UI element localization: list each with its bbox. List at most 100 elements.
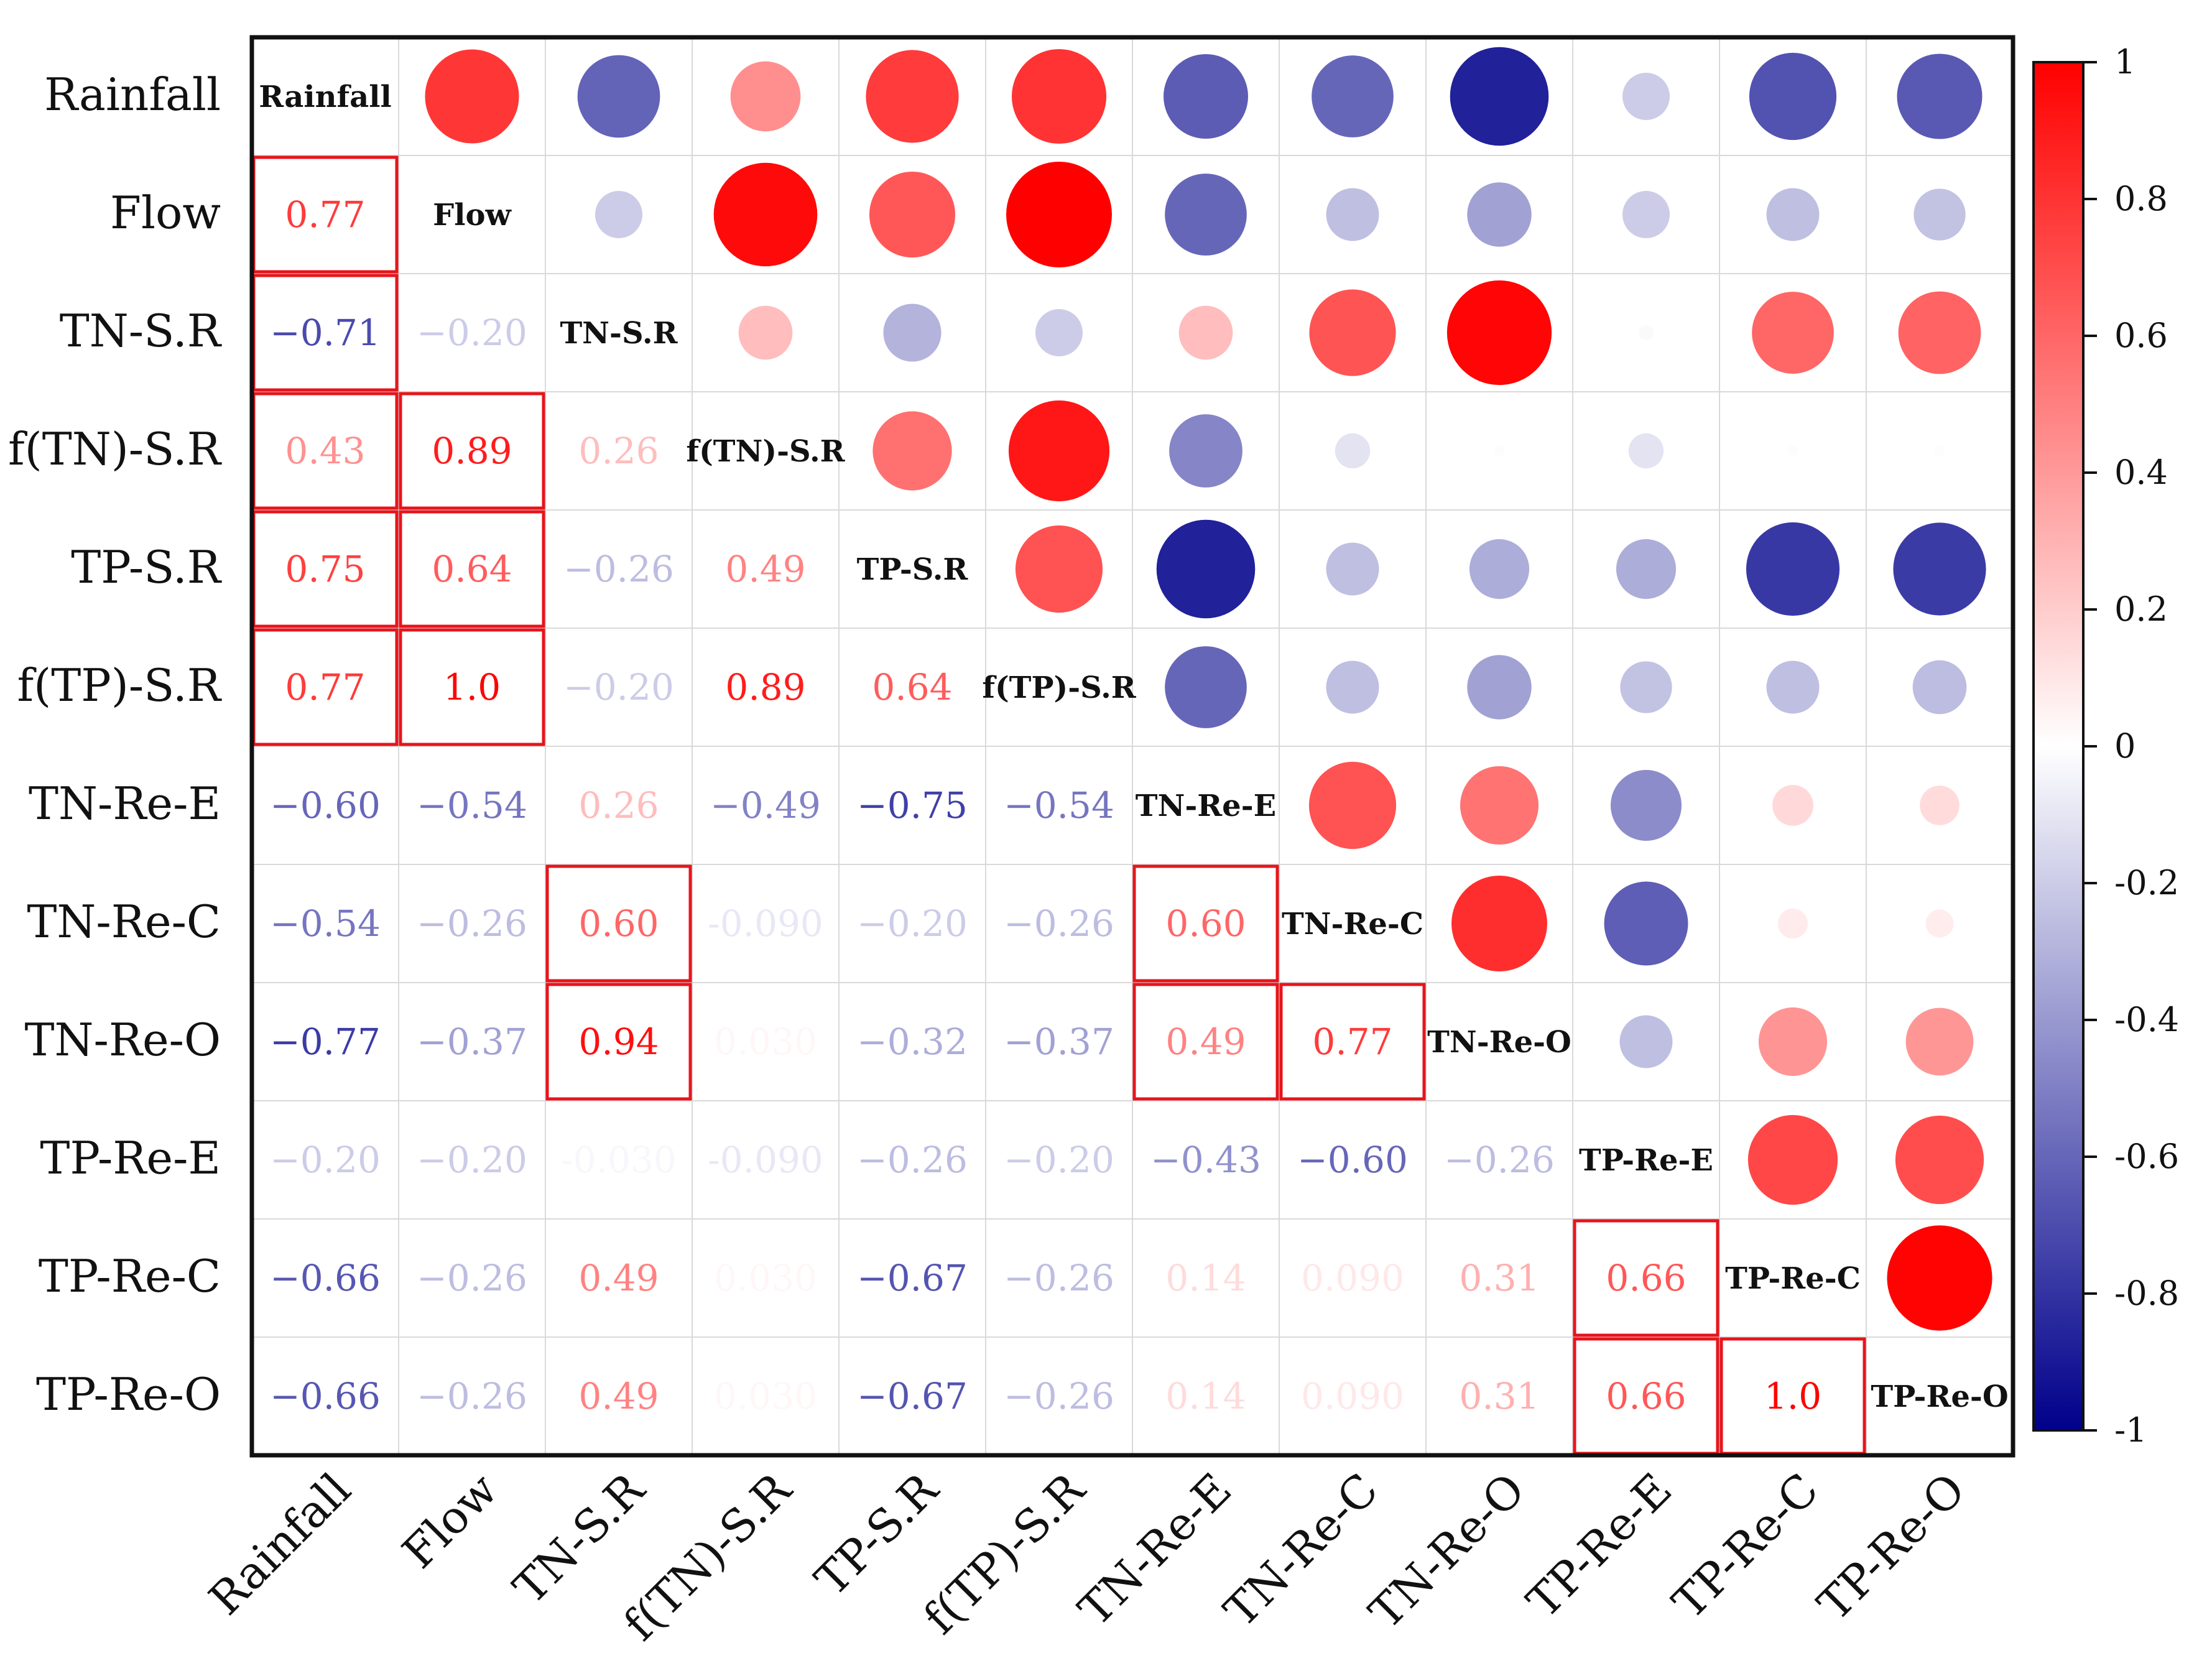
cell-value: −0.20 [857, 902, 968, 945]
correlation-circle [1920, 785, 1960, 825]
highlight-box [399, 628, 545, 746]
correlation-circle [1622, 72, 1670, 121]
correlation-circle [1156, 519, 1256, 619]
correlation-circle [1169, 414, 1243, 488]
correlation-circle [577, 55, 660, 138]
cell-value: 0.89 [432, 430, 512, 472]
cell-value: 0.030 [714, 1375, 817, 1417]
cell-value: 0.030 [714, 1021, 817, 1063]
correlation-circle [595, 190, 643, 239]
correlation-circle [1747, 1114, 1838, 1205]
cell-value: 0.26 [578, 784, 659, 827]
correlation-circle [1035, 308, 1083, 357]
correlation-circle [1766, 188, 1820, 241]
cell-value: −0.66 [270, 1375, 381, 1417]
cell-value: −0.54 [270, 902, 381, 945]
correlation-circle [1165, 646, 1247, 728]
diagonal-label: TN-Re-C [1282, 907, 1423, 942]
correlation-circle [1746, 522, 1840, 616]
row-label: TP-Re-C [39, 1250, 221, 1302]
correlation-circle [872, 411, 952, 491]
highlight-box [1132, 864, 1279, 983]
diagonal-label: f(TP)-S.R [982, 670, 1136, 705]
cell-value: −0.60 [1297, 1139, 1408, 1181]
colorbar-tick-label: 0.8 [2114, 179, 2168, 218]
colorbar [2032, 61, 2085, 1432]
cell-value: 0.66 [1606, 1375, 1686, 1417]
cell-value: −0.67 [857, 1375, 968, 1417]
grid-lines [252, 37, 2013, 1455]
highlight-box [399, 510, 545, 628]
correlation-circle [1610, 769, 1682, 841]
correlation-circle [1887, 1225, 1992, 1331]
cell-value: −0.54 [417, 784, 527, 827]
correlation-circle [1008, 400, 1110, 502]
diagonal-label: TN-Re-E [1136, 789, 1276, 823]
correlation-circle [869, 171, 956, 258]
cell-value: −0.26 [857, 1139, 968, 1181]
correlation-circle [1772, 785, 1813, 826]
cell-value: 0.60 [578, 902, 659, 945]
correlation-circle [738, 305, 793, 360]
colorbar-tick-label: 0.4 [2114, 453, 2168, 492]
correlation-circle [1619, 1015, 1673, 1068]
cell-value: -0.090 [708, 1139, 823, 1181]
correlation-circle [1469, 539, 1530, 600]
cell-value: −0.26 [563, 548, 674, 590]
diagonal-label: f(TN)-S.R [686, 434, 845, 469]
row-label: TP-S.R [71, 541, 222, 593]
correlation-circle [1451, 876, 1547, 971]
colorbar-tick-label: 0.2 [2114, 590, 2168, 629]
cell-value: −0.20 [1004, 1139, 1114, 1181]
cell-value: 0.31 [1459, 1375, 1539, 1417]
cell-value: −0.20 [417, 1139, 527, 1181]
correlation-circle [1893, 522, 1986, 616]
correlation-circle [730, 61, 801, 132]
cell-value: −0.20 [417, 312, 527, 354]
correlation-circle [1752, 292, 1834, 374]
cell-value: −0.75 [857, 784, 968, 827]
cell-value: −0.66 [270, 1257, 381, 1299]
cell-value: −0.71 [270, 312, 381, 354]
highlight-box [545, 864, 692, 983]
colorbar-tick-label: -0.8 [2114, 1274, 2179, 1313]
correlation-circle [1905, 1007, 1974, 1076]
colorbar-tick-label: -0.2 [2114, 863, 2179, 902]
correlation-circle [1164, 54, 1248, 139]
cell-value: 0.49 [578, 1375, 659, 1417]
cell-value: −0.26 [1444, 1139, 1555, 1181]
diagonal-label: TP-S.R [857, 552, 969, 587]
cell-value: −0.26 [417, 902, 527, 945]
correlation-circle [1326, 188, 1379, 241]
row-label: Flow [110, 187, 221, 239]
cell-value: −0.37 [1004, 1021, 1114, 1063]
cell-value: −0.67 [857, 1257, 968, 1299]
cell-value: 0.26 [578, 430, 659, 472]
cell-value: 0.43 [285, 430, 365, 472]
cell-value: 0.64 [872, 666, 952, 708]
correlation-circle [1777, 908, 1808, 939]
cell-value: −0.54 [1004, 784, 1114, 827]
cell-value: −0.32 [857, 1021, 968, 1063]
correlation-circle [1165, 174, 1247, 256]
row-label: TN-Re-E [29, 777, 221, 830]
correlation-circle [1011, 49, 1107, 144]
row-label: TP-Re-O [36, 1368, 221, 1420]
correlation-circle [1638, 325, 1654, 341]
correlation-circle [1446, 280, 1552, 386]
cell-value: −0.37 [417, 1021, 527, 1063]
cell-value: 0.77 [1312, 1021, 1392, 1063]
correlation-circle [1015, 525, 1103, 613]
colorbar-tick-label: -0.4 [2114, 1000, 2179, 1039]
cell-value: −0.26 [1004, 902, 1114, 945]
cell-value: -0.030 [561, 1139, 677, 1181]
cell-value: −0.43 [1150, 1139, 1261, 1181]
highlight-box [1132, 983, 1279, 1101]
cell-value: 0.030 [714, 1257, 817, 1299]
correlation-circle [1604, 881, 1688, 966]
cell-value: 0.14 [1165, 1257, 1246, 1299]
highlight-box [399, 392, 545, 510]
row-labels: Rainfall Flow TN-S.R f(TN)-S.R TP-S.R f(TP)-S… [8, 68, 222, 1420]
cell-value: −0.60 [270, 784, 381, 827]
